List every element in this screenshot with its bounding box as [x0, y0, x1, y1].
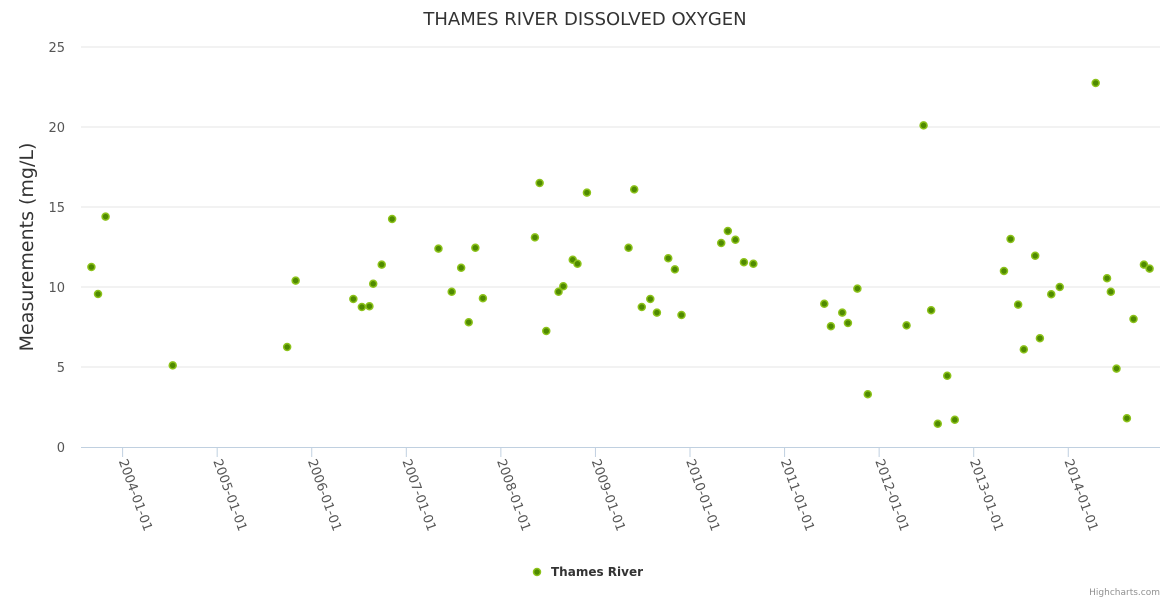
- data-point: [646, 294, 655, 304]
- data-point: [926, 305, 936, 315]
- data-point: [535, 178, 544, 188]
- data-point: [471, 243, 480, 253]
- x-tick-label: 2014-01-01: [1061, 457, 1101, 533]
- legend-label: Thames River: [551, 565, 643, 579]
- data-point: [464, 317, 473, 327]
- data-point: [478, 293, 488, 303]
- x-tick-label: 2005-01-01: [209, 457, 249, 533]
- chart-title: THAMES RIVER DISSOLVED OXYGEN: [422, 9, 746, 30]
- x-tick-label: 2008-01-01: [493, 457, 533, 533]
- data-point: [282, 342, 292, 352]
- y-tick-label: 0: [57, 441, 65, 456]
- data-point: [559, 281, 568, 291]
- data-point: [1145, 264, 1154, 273]
- data-point: [530, 233, 540, 242]
- credits-link[interactable]: Highcharts.com: [1089, 588, 1160, 598]
- data-point: [820, 299, 829, 309]
- data-point: [101, 212, 110, 221]
- x-tick-label: 2010-01-01: [682, 457, 722, 533]
- data-point: [624, 243, 633, 253]
- y-tick-label: 25: [48, 41, 65, 56]
- data-point: [447, 287, 456, 297]
- data-point: [1055, 282, 1065, 292]
- data-point: [1129, 314, 1138, 324]
- data-point: [368, 279, 378, 289]
- data-point: [1013, 300, 1023, 309]
- data-point: [843, 318, 853, 328]
- data-point: [902, 321, 911, 330]
- y-tick-label: 10: [48, 281, 65, 296]
- data-point: [1030, 251, 1040, 261]
- data-point: [826, 321, 836, 331]
- data-point: [664, 253, 673, 263]
- data-point: [93, 289, 103, 299]
- y-tick-label: 5: [57, 361, 65, 376]
- x-tick-label: 2013-01-01: [966, 457, 1006, 533]
- data-point: [554, 287, 563, 297]
- x-axis: 2004-01-01 2005-01-01 2006-01-01 2007-01-01…: [81, 447, 1160, 533]
- data-point: [357, 302, 367, 312]
- x-tick-label: 2007-01-01: [399, 457, 439, 533]
- legend-marker-icon: [532, 567, 542, 577]
- data-point: [377, 260, 386, 269]
- data-point: [1122, 413, 1132, 423]
- data-point: [1112, 364, 1121, 373]
- data-point: [1106, 287, 1116, 297]
- y-tick-label: 20: [48, 121, 65, 136]
- data-point: [1139, 260, 1149, 269]
- data-point: [573, 259, 582, 269]
- data-point: [1019, 345, 1029, 354]
- legend-item-thames-river[interactable]: Thames River: [532, 565, 644, 579]
- x-tick-label: 2012-01-01: [871, 457, 911, 533]
- grid-lines: [81, 46, 1160, 368]
- data-point: [749, 259, 758, 269]
- y-axis-ticks: 0 5 10 15 20 25: [48, 41, 65, 456]
- data-point: [629, 185, 639, 194]
- data-point: [456, 263, 466, 273]
- data-point: [434, 244, 443, 253]
- data-point: [716, 238, 726, 248]
- data-point: [677, 310, 686, 320]
- data-point: [723, 226, 733, 236]
- y-axis-label: Measurements (mg/L): [16, 143, 38, 352]
- data-point: [863, 389, 873, 399]
- data-point: [582, 188, 592, 197]
- data-point: [637, 302, 647, 312]
- data-point: [933, 419, 943, 429]
- data-point: [838, 308, 847, 317]
- data-point: [739, 257, 749, 267]
- data-point: [387, 214, 397, 224]
- data-point: [365, 301, 374, 311]
- data-point: [731, 235, 740, 245]
- data-point: [542, 326, 551, 336]
- data-point: [1091, 78, 1100, 88]
- data-point: [168, 361, 177, 370]
- data-point: [853, 284, 862, 293]
- data-point: [1046, 289, 1056, 299]
- data-point: [942, 371, 952, 381]
- data-points: [87, 78, 1154, 429]
- x-tick-label: 2009-01-01: [588, 457, 628, 533]
- data-point: [1102, 273, 1112, 283]
- data-point: [652, 308, 662, 317]
- data-point: [349, 294, 358, 304]
- data-point: [1035, 333, 1045, 343]
- data-point: [670, 265, 680, 274]
- data-point: [999, 266, 1009, 276]
- x-tick-label: 2006-01-01: [304, 457, 344, 533]
- y-tick-label: 15: [48, 201, 65, 216]
- x-tick-label: 2004-01-01: [115, 457, 155, 533]
- data-point: [87, 262, 96, 272]
- data-point: [919, 121, 928, 130]
- data-point: [1006, 234, 1015, 244]
- x-tick-label: 2011-01-01: [777, 457, 817, 533]
- data-point: [950, 415, 960, 425]
- data-point: [291, 276, 300, 285]
